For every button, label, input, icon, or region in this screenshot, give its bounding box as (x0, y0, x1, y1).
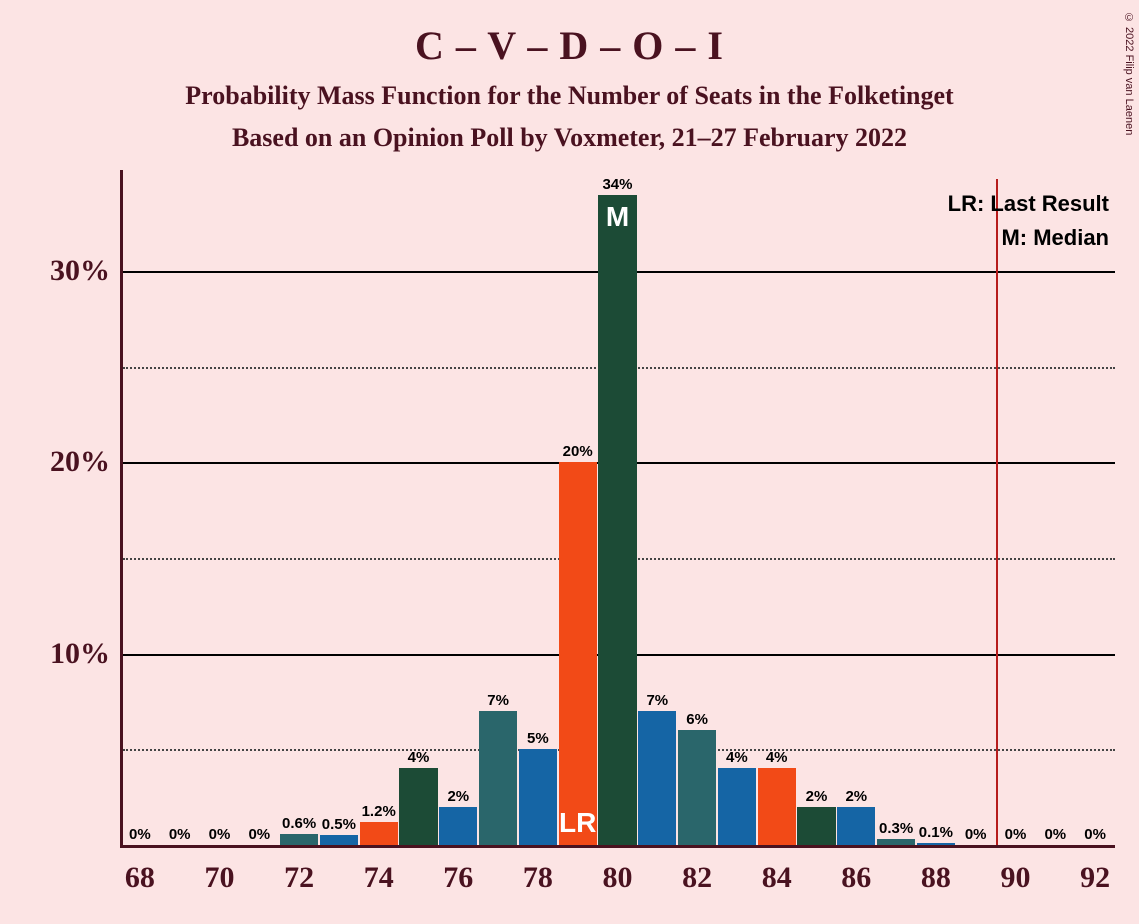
bar-seat-81: 7% (638, 711, 676, 845)
bar-value-label: 4% (726, 749, 748, 768)
bar-value-label: 0% (248, 826, 270, 845)
bar-value-label: 2% (806, 788, 828, 807)
x-tick-label: 78 (523, 861, 553, 895)
chart-header: C – V – D – O – I Probability Mass Funct… (0, 0, 1139, 153)
bar-seat-75: 4% (399, 768, 437, 845)
bar-seat-80: 34%M (598, 195, 636, 845)
bar-tag-lr: LR (559, 807, 596, 839)
chart-title: C – V – D – O – I (0, 22, 1139, 69)
copyright-label: © 2022 Filip van Laenen (1123, 12, 1135, 135)
bar-seat-84: 4% (758, 768, 796, 845)
bar-value-label: 7% (646, 692, 668, 711)
bar-value-label: 6% (686, 711, 708, 730)
bar-value-label: 0.3% (879, 820, 913, 839)
bar-value-label: 0% (129, 826, 151, 845)
bar-value-label: 5% (527, 730, 549, 749)
y-tick-label: 10% (50, 637, 120, 671)
bar-value-label: 0.5% (322, 816, 356, 835)
bar-seat-82: 6% (678, 730, 716, 845)
bar-seat-78: 5% (519, 749, 557, 845)
legend-m: M: Median (1001, 225, 1109, 251)
bar-value-label: 0.6% (282, 815, 316, 834)
chart-plot-area: 10%20%30%687072747678808284868890920%0%0… (120, 185, 1115, 845)
x-tick-label: 82 (682, 861, 712, 895)
x-tick-label: 86 (841, 861, 871, 895)
bar-value-label: 0% (965, 826, 987, 845)
bar-seat-88: 0.1% (917, 843, 955, 845)
y-tick-label: 30% (50, 254, 120, 288)
bar-value-label: 2% (447, 788, 469, 807)
y-tick-label: 20% (50, 445, 120, 479)
bar-value-label: 0% (169, 826, 191, 845)
x-tick-label: 68 (125, 861, 155, 895)
bar-value-label: 7% (487, 692, 509, 711)
x-tick-label: 90 (1001, 861, 1031, 895)
x-tick-label: 88 (921, 861, 951, 895)
bar-seat-72: 0.6% (280, 834, 318, 845)
bar-value-label: 20% (563, 443, 593, 462)
x-axis (120, 845, 1115, 848)
x-tick-label: 70 (205, 861, 235, 895)
bar-seat-79: 20%LR (559, 462, 597, 845)
x-tick-label: 76 (443, 861, 473, 895)
bar-seat-76: 2% (439, 807, 477, 845)
bar-seat-85: 2% (797, 807, 835, 845)
bar-value-label: 0% (1005, 826, 1027, 845)
bar-value-label: 34% (602, 176, 632, 195)
x-tick-label: 92 (1080, 861, 1110, 895)
lr-reference-line (996, 179, 998, 845)
bar-value-label: 4% (766, 749, 788, 768)
bar-value-label: 0% (1044, 826, 1066, 845)
bar-value-label: 4% (408, 749, 430, 768)
legend-lr: LR: Last Result (948, 191, 1109, 217)
bar-seat-77: 7% (479, 711, 517, 845)
x-tick-label: 84 (762, 861, 792, 895)
bar-seat-86: 2% (837, 807, 875, 845)
bar-value-label: 0% (1084, 826, 1106, 845)
x-tick-label: 80 (603, 861, 633, 895)
bar-tag-m: M (606, 201, 629, 233)
bar-seat-73: 0.5% (320, 835, 358, 845)
bar-seat-87: 0.3% (877, 839, 915, 845)
bar-value-label: 1.2% (362, 803, 396, 822)
x-tick-label: 74 (364, 861, 394, 895)
x-tick-label: 72 (284, 861, 314, 895)
chart-subtitle-2: Based on an Opinion Poll by Voxmeter, 21… (0, 123, 1139, 153)
bar-value-label: 2% (845, 788, 867, 807)
bar-value-label: 0% (209, 826, 231, 845)
chart-subtitle-1: Probability Mass Function for the Number… (0, 81, 1139, 111)
bar-value-label: 0.1% (919, 824, 953, 843)
bar-seat-83: 4% (718, 768, 756, 845)
bar-seat-74: 1.2% (360, 822, 398, 845)
